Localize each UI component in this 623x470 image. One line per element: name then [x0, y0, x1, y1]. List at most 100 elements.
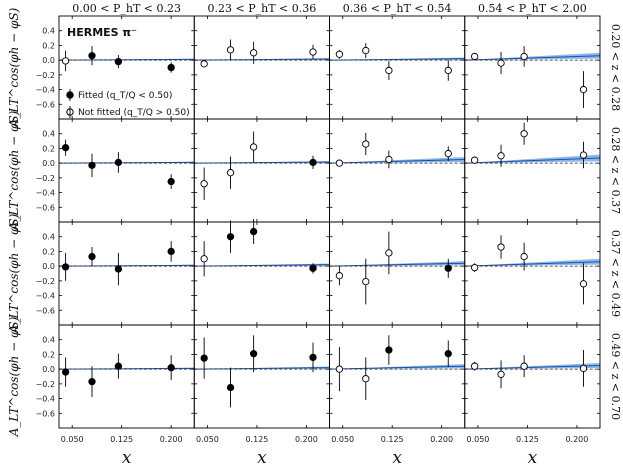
data-point-not-fitted [226, 46, 235, 54]
x-tick-label: 0.050 [61, 435, 84, 444]
data-point-fitted [385, 346, 393, 354]
panel-frame [329, 118, 466, 223]
panel-grid-layer [58, 15, 601, 429]
x-tick-label: 0.125 [516, 435, 539, 444]
data-point-not-fitted [470, 362, 479, 370]
column-bin-label: 0.23 < P_hT < 0.36 [208, 2, 317, 15]
column-bin-label: 0.36 < P_hT < 0.54 [343, 2, 452, 15]
y-tick-label: 0.4 [42, 336, 55, 345]
data-point-not-fitted [61, 57, 70, 65]
x-axis-label: x [528, 448, 538, 468]
y-tick-label: −0.6 [36, 100, 55, 109]
panel-frame [58, 118, 195, 223]
data-point-not-fitted [200, 180, 208, 188]
data-point-not-fitted [200, 60, 208, 68]
data-point-not-fitted [362, 46, 370, 55]
data-point-fitted [114, 362, 123, 370]
x-tick-label: 0.125 [381, 435, 404, 444]
model-band [464, 258, 600, 267]
data-point-fitted [114, 265, 123, 273]
y-tick-label: 0.4 [42, 27, 55, 36]
legend: HERMES π⁻ Fitted (q_T/Q < 0.50) Not fitted… [66, 26, 190, 118]
row-bin-label: 0.28 < z < 0.37 [609, 127, 622, 214]
experiment-title: HERMES π⁻ [67, 26, 137, 39]
panel-frame [193, 15, 330, 120]
data-point-fitted [249, 350, 258, 358]
y-tick-label: −0.4 [36, 189, 55, 198]
data-point-not-fitted [309, 48, 317, 56]
y-axis-label: A_LT^cos(φh − φS) [7, 213, 21, 334]
data-point-fitted [444, 264, 452, 272]
data-point-not-fitted [249, 49, 258, 57]
data-point-fitted [88, 161, 96, 170]
model-band [329, 364, 465, 370]
panel-frame [193, 324, 330, 429]
y-tick-label: 0.4 [42, 233, 55, 242]
data-point-fitted [226, 233, 235, 241]
data-point-fitted [114, 158, 123, 167]
data-point-not-fitted [579, 151, 588, 159]
y-tick-label: 0.0 [42, 56, 55, 65]
data-point-fitted [249, 227, 258, 236]
data-point-fitted [167, 63, 175, 72]
model-central-line [329, 262, 465, 267]
data-point-not-fitted [497, 370, 505, 378]
model-central-line [464, 157, 601, 164]
row-bin-label: 0.49 < z < 0.70 [609, 333, 622, 420]
model-central-line [464, 55, 601, 61]
y-tick-label: 0.4 [42, 130, 55, 139]
data-point-not-fitted [226, 169, 235, 177]
data-point-not-fitted [335, 365, 344, 373]
data-point-not-fitted [520, 130, 528, 138]
row-bin-label: 0.37 < z < 0.49 [609, 230, 622, 317]
y-tick-label: 0.0 [42, 262, 55, 271]
y-tick-label: −0.2 [36, 277, 55, 286]
data-point-fitted [309, 353, 317, 362]
y-axis-label: A_LT^cos(φh − φS) [7, 110, 21, 231]
panel-frame [464, 15, 601, 120]
panel-frame [193, 221, 330, 326]
model-central-line [464, 364, 601, 370]
data-point-fitted [444, 350, 452, 358]
panel-frame [329, 221, 466, 326]
x-axis-label: x [392, 448, 402, 468]
model-central-line [464, 261, 601, 267]
y-tick-label: 0.0 [42, 159, 55, 168]
data-point-not-fitted [579, 280, 588, 288]
y-tick-label: 0.2 [42, 247, 55, 256]
model-central-line [329, 365, 465, 370]
data-point-not-fitted [385, 66, 393, 75]
data-point-fitted [88, 377, 96, 386]
panel-frame [464, 324, 601, 429]
legend-label-fitted: Fitted (q_T/Q < 0.50) [78, 91, 172, 101]
panel-frame [464, 221, 601, 326]
panel-frame [329, 15, 466, 120]
data-point-fitted [88, 252, 96, 261]
data-point-fitted [88, 52, 96, 60]
y-tick-label: 0.2 [42, 350, 55, 359]
x-tick-label: 0.050 [466, 435, 489, 444]
x-tick-label: 0.200 [430, 435, 453, 444]
data-point-fitted [200, 354, 208, 362]
panel-frame [329, 324, 466, 429]
data-point-fitted [226, 383, 235, 392]
model-central-line [329, 158, 465, 164]
panel-frame [58, 221, 195, 326]
model-band [329, 261, 465, 267]
data-point-not-fitted [362, 375, 370, 383]
data-point-not-fitted [579, 364, 588, 373]
y-tick-label: 0.0 [42, 365, 55, 374]
data-point-not-fitted [335, 50, 344, 58]
model-band [329, 156, 465, 164]
y-axis-label: A_LT^cos(φh − φS) [7, 316, 21, 437]
data-point-not-fitted [470, 263, 479, 272]
y-tick-label: −0.4 [36, 395, 55, 404]
y-axis-label: A_LT^cos(φh − φS) [7, 7, 21, 128]
data-point-not-fitted [335, 272, 344, 280]
legend-label-not-fitted: Not fitted (q_T/Q > 0.50) [78, 108, 190, 118]
data-point-not-fitted [200, 255, 208, 263]
labels-layer: 0.4 0.2 0.0 −0.2 −0.4 −0.6 0.4 0.2 0.0 −0.2 −0.4 −0… [7, 2, 622, 468]
y-tick-label: −0.6 [36, 203, 55, 212]
x-tick-label: 0.125 [245, 435, 268, 444]
